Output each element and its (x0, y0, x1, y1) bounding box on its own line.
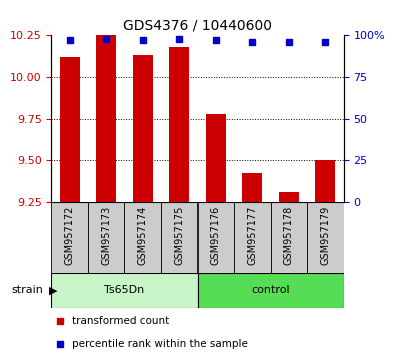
Bar (242, 173, 262, 202)
Text: GSM957172: GSM957172 (65, 205, 75, 265)
Text: ▶: ▶ (49, 285, 58, 295)
Text: Ts65Dn: Ts65Dn (104, 285, 145, 295)
Bar (206, 114, 226, 202)
Text: GSM957178: GSM957178 (284, 205, 294, 264)
Bar (161, 202, 198, 273)
Text: GSM957173: GSM957173 (101, 205, 111, 264)
Text: transformed count: transformed count (72, 316, 169, 326)
Text: GSM957175: GSM957175 (174, 205, 184, 265)
Bar (133, 55, 153, 202)
Bar (88, 202, 124, 273)
Text: strain: strain (11, 285, 43, 295)
Bar (169, 47, 189, 202)
Bar (271, 202, 307, 273)
Text: GSM957174: GSM957174 (138, 205, 148, 264)
Text: GSM957176: GSM957176 (211, 205, 221, 264)
Title: GDS4376 / 10440600: GDS4376 / 10440600 (123, 19, 272, 33)
Bar (198, 202, 234, 273)
Bar (279, 192, 299, 202)
Text: control: control (251, 285, 290, 295)
Text: percentile rank within the sample: percentile rank within the sample (72, 339, 248, 349)
Text: GSM957177: GSM957177 (247, 205, 257, 265)
Text: GSM957179: GSM957179 (320, 205, 330, 264)
Bar (51, 273, 198, 308)
Bar (307, 202, 344, 273)
Bar (96, 35, 116, 202)
Bar (315, 160, 335, 202)
Bar (198, 273, 344, 308)
Bar (51, 202, 88, 273)
Bar (60, 57, 80, 202)
Bar (124, 202, 161, 273)
Bar (234, 202, 271, 273)
